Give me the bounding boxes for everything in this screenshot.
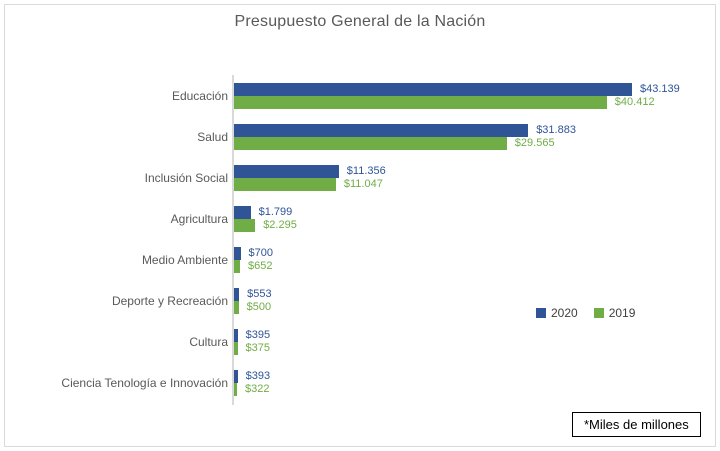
bar-2020 (234, 164, 339, 178)
chart-legend: 2020 2019 (536, 306, 635, 320)
bar-group: $31.883 $29.565 (234, 123, 576, 150)
bar-line-2019: $375 (234, 341, 270, 355)
bar-line-2019: $11.047 (234, 177, 386, 191)
legend-label-2019: 2019 (608, 306, 636, 320)
bar-line-2019: $40.412 (234, 95, 680, 109)
category-label: Medio Ambiente (141, 252, 228, 267)
chart-row: Cultura $395 $375 (0, 321, 720, 362)
chart-row: Ciencia Tenología e Innovación $393 $322 (0, 362, 720, 403)
bar-2020 (234, 328, 238, 342)
bar-line-2019: $2.295 (234, 218, 297, 232)
bar-line-2019: $29.565 (234, 136, 576, 150)
chart-row: Deporte y Recreación $553 $500 (0, 280, 720, 321)
bar-line-2020: $11.356 (234, 164, 386, 178)
category-label: Deporte y Recreación (111, 293, 228, 308)
category-label: Inclusión Social (144, 170, 228, 185)
value-label-2020: $43.139 (640, 83, 680, 95)
bar-2019 (234, 300, 239, 314)
bar-line-2020: $1.799 (234, 205, 297, 219)
value-label-2019: $652 (248, 260, 273, 272)
category-label: Salud (197, 129, 228, 144)
bar-line-2019: $652 (234, 259, 273, 273)
value-label-2020: $11.356 (346, 165, 386, 177)
value-label-2019: $40.412 (614, 96, 655, 108)
chart-row: Salud $31.883 $29.565 (0, 116, 720, 157)
category-label: Educación (171, 88, 228, 103)
chart-row: Inclusión Social $11.356 $11.047 (0, 157, 720, 198)
value-label-2020: $393 (245, 370, 271, 382)
value-label-2019: $11.047 (343, 178, 383, 190)
value-label-2019: $2.295 (263, 219, 297, 231)
bar-2020 (234, 123, 529, 137)
bar-group: $395 $375 (234, 328, 271, 355)
bar-2019 (234, 95, 607, 109)
value-label-2020: $1.799 (258, 206, 293, 218)
bar-group: $43.139 $40.412 (234, 82, 680, 109)
value-label-2020: $700 (248, 247, 273, 259)
bar-2019 (234, 382, 237, 396)
value-label-2019: $500 (246, 301, 272, 313)
bar-2019 (234, 218, 256, 232)
value-label-2020: $31.883 (536, 124, 576, 136)
bar-group: $700 $652 (234, 246, 273, 273)
bar-line-2020: $395 (234, 328, 271, 342)
chart-border-frame (4, 4, 716, 447)
bar-2019 (234, 136, 507, 150)
bar-2020 (234, 369, 238, 383)
legend-item-2020: 2020 (536, 306, 578, 320)
bar-2020 (234, 246, 241, 260)
bar-group: $11.356 $11.047 (234, 164, 386, 191)
value-label-2020: $395 (245, 329, 271, 341)
value-label-2019: $375 (245, 342, 270, 354)
bar-2019 (234, 177, 336, 191)
value-label-2019: $322 (245, 383, 270, 395)
legend-swatch-2020-icon (536, 308, 546, 318)
bar-line-2020: $393 (234, 369, 271, 383)
y-axis-line (232, 75, 234, 405)
legend-item-2019: 2019 (593, 306, 636, 320)
chart-row: Educación $43.139 $40.412 (0, 75, 720, 116)
chart-row: Agricultura $1.799 $2.295 (0, 198, 720, 239)
bar-line-2020: $700 (234, 246, 273, 260)
bar-group: $553 $500 (234, 287, 272, 314)
legend-label-2020: 2020 (551, 306, 578, 320)
bar-2020 (234, 287, 240, 301)
category-label: Cultura (189, 334, 228, 349)
value-label-2019: $29.565 (514, 137, 555, 149)
bar-group: $1.799 $2.295 (234, 205, 297, 232)
category-label: Ciencia Tenología e Innovación (61, 375, 228, 390)
chart-row: Medio Ambiente $700 $652 (0, 239, 720, 280)
chart-title: Presupuesto General de la Nación (234, 13, 486, 30)
bar-2020 (234, 82, 632, 96)
bar-line-2020: $43.139 (234, 82, 680, 96)
bar-line-2020: $553 (234, 287, 272, 301)
bar-chart-plot-area: Educación $43.139 $40.412 Salud $31.883 $29.5… (0, 75, 720, 403)
category-label: Agricultura (170, 211, 228, 226)
value-label-2020: $553 (247, 288, 272, 300)
bar-line-2019: $322 (234, 382, 270, 396)
legend-swatch-2019-icon (593, 308, 604, 318)
bar-group: $393 $322 (234, 369, 271, 396)
bar-2019 (234, 259, 240, 273)
bar-2020 (234, 205, 251, 219)
bar-line-2019: $500 (234, 300, 272, 314)
bar-line-2020: $31.883 (234, 123, 576, 137)
units-note-box: *Miles de millones (572, 412, 701, 437)
bar-2019 (234, 341, 238, 355)
